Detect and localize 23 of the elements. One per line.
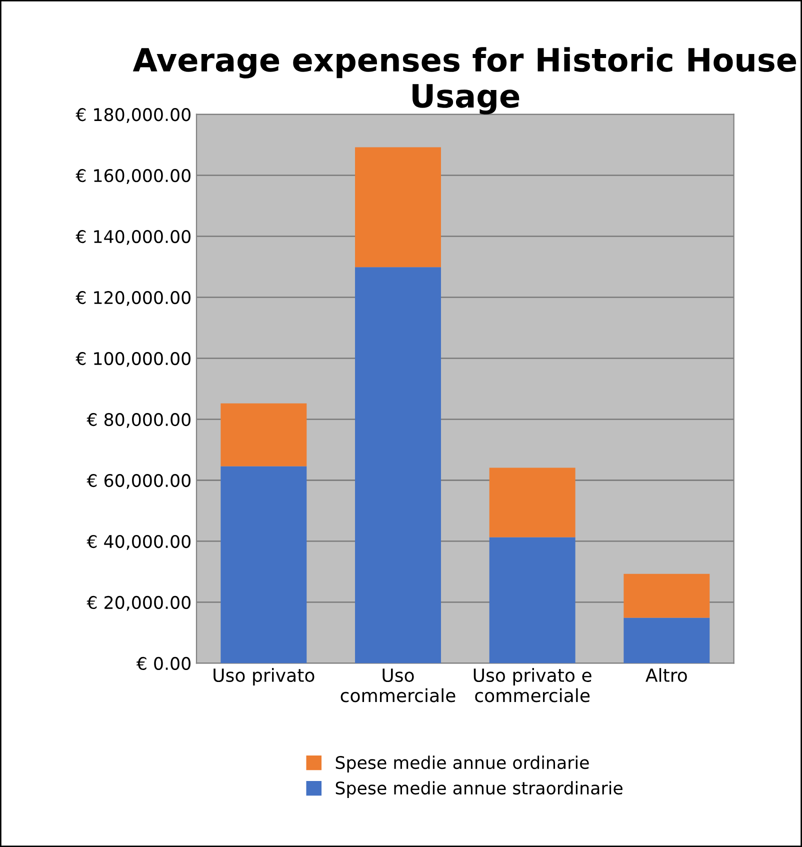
y-tick-label: € 140,000.00	[76, 230, 190, 245]
bar	[624, 618, 710, 664]
x-tick-label: Uso privato e commerciale	[474, 668, 592, 702]
legend-label: Spese medie annue ordinarie	[336, 756, 589, 772]
bar	[355, 147, 441, 268]
y-tick-label: € 160,000.00	[76, 169, 190, 184]
x-tick-label: Altro	[646, 668, 687, 682]
y-tick-label: € 20,000.00	[86, 596, 190, 611]
legend-label: Spese medie annue straordinarie	[336, 781, 622, 798]
y-tick-label: € 60,000.00	[86, 474, 190, 489]
bar	[489, 537, 576, 664]
bar	[355, 267, 441, 664]
y-tick-label: € 80,000.00	[86, 412, 190, 428]
y-tick-label: € 0.00	[136, 656, 190, 670]
y-tick-label: € 40,000.00	[86, 534, 190, 550]
bar	[220, 403, 307, 466]
bar	[624, 574, 710, 618]
x-tick-label: Uso commerciale	[340, 668, 456, 702]
y-tick-label: € 120,000.00	[76, 291, 190, 306]
x-tick-label: Uso privato	[214, 668, 314, 686]
y-tick-label: € 100,000.00	[76, 352, 190, 367]
bar	[220, 466, 307, 664]
bar	[489, 468, 576, 538]
